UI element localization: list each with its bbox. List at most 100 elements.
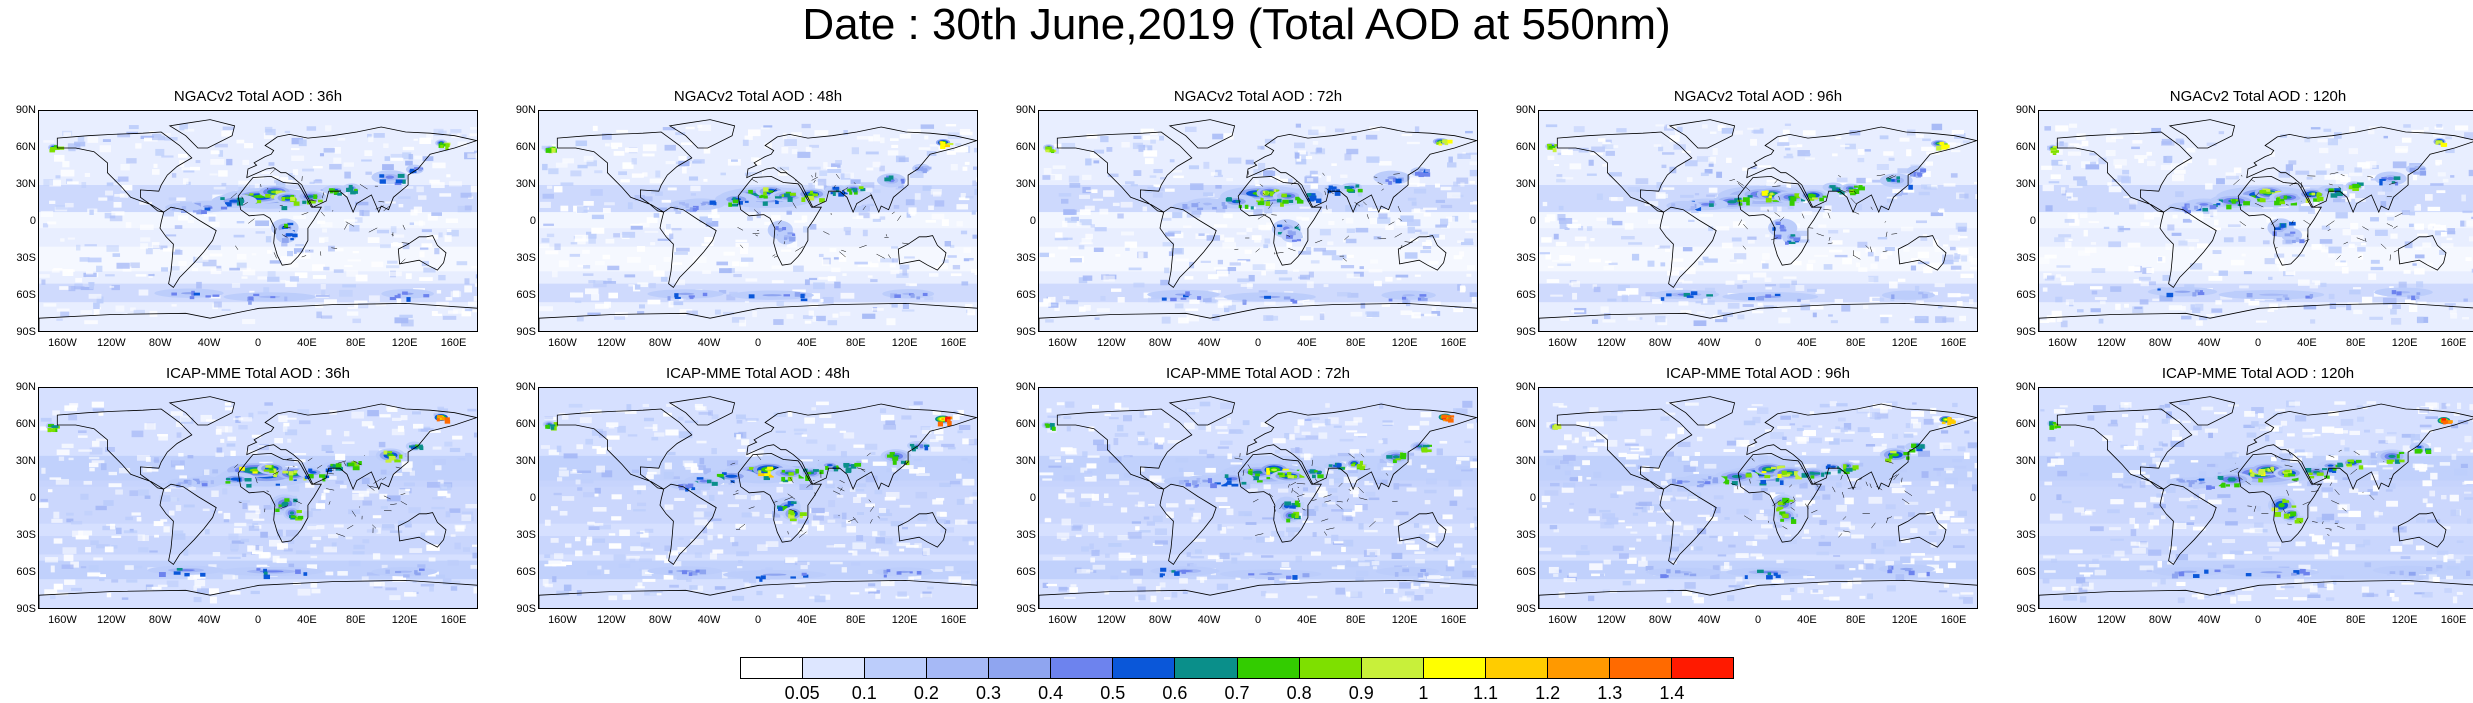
- aod-cell: [1307, 178, 1313, 182]
- aod-cell: [383, 143, 388, 148]
- aod-cell: [1424, 213, 1431, 217]
- aod-cell: [1228, 158, 1241, 164]
- aod-cell: [900, 265, 910, 270]
- aod-cell: [871, 452, 875, 455]
- aod-cell: [1111, 288, 1121, 291]
- aod-cell: [576, 444, 583, 449]
- aod-cell: [933, 192, 941, 197]
- aod-cell: [461, 193, 472, 198]
- aod-pixel: [910, 444, 914, 446]
- aod-pixel: [1709, 201, 1714, 204]
- aod-cell: [220, 439, 224, 443]
- aod-cell: [1039, 302, 1050, 306]
- aod-cell: [256, 231, 265, 233]
- aod-pixel: [284, 297, 287, 302]
- aod-cell: [1545, 217, 1550, 222]
- aod-cell: [2357, 247, 2365, 252]
- aod-pixel: [1797, 299, 1801, 302]
- aod-cell: [1340, 175, 1347, 178]
- aod-pixel: [2416, 292, 2420, 295]
- aod-pixel: [390, 297, 396, 300]
- aod-cell: [321, 284, 326, 289]
- aod-cell: [915, 524, 926, 526]
- aod-pixel: [1790, 201, 1795, 206]
- aod-pixel: [2352, 184, 2359, 188]
- aod-cell: [475, 283, 478, 287]
- aod-pixel: [545, 425, 550, 429]
- aod-hotspot: [941, 418, 945, 420]
- aod-cell: [856, 535, 863, 541]
- aod-cell: [107, 182, 114, 186]
- aod-cell: [647, 217, 658, 223]
- aod-cell: [414, 156, 422, 160]
- aod-cell: [369, 295, 380, 302]
- aod-cell: [1546, 124, 1557, 127]
- aod-cell: [786, 314, 793, 319]
- aod-cell: [1901, 227, 1913, 232]
- aod-pixel: [756, 576, 761, 578]
- aod-cell: [41, 211, 54, 217]
- aod-cell: [1414, 595, 1423, 600]
- aod-cell: [1061, 199, 1068, 204]
- aod-cell: [1372, 561, 1380, 565]
- aod-cell: [962, 580, 971, 586]
- aod-cell: [129, 490, 138, 496]
- aod-cell: [855, 206, 866, 212]
- aod-pixel: [2051, 151, 2057, 153]
- aod-cell: [1814, 255, 1828, 257]
- aod-cell: [764, 222, 770, 225]
- aod-pixel: [832, 187, 839, 190]
- aod-cell: [1063, 467, 1072, 470]
- aod-cell: [1791, 281, 1797, 285]
- aod-cell: [617, 426, 625, 433]
- aod-cell: [1448, 157, 1452, 163]
- aod-cell: [1729, 259, 1743, 263]
- aod-cell: [2429, 224, 2435, 227]
- aod-cell: [1921, 147, 1935, 151]
- aod-pixel: [2290, 232, 2295, 234]
- longitude-label: 160E: [1432, 337, 1476, 349]
- aod-cell: [2158, 257, 2162, 261]
- aod-cell: [1150, 139, 1156, 144]
- aod-cell: [827, 444, 836, 450]
- aod-pixel: [406, 297, 410, 302]
- aod-cell: [876, 548, 881, 552]
- aod-cell: [224, 519, 229, 522]
- aod-cell: [429, 557, 436, 561]
- latitude-label: 90S: [2, 326, 36, 338]
- aod-cell: [577, 471, 591, 474]
- aod-cell: [1662, 226, 1669, 228]
- aod-cell: [184, 129, 194, 132]
- aod-cell: [1425, 500, 1431, 504]
- aod-pixel: [190, 296, 195, 299]
- aod-cell: [626, 404, 631, 411]
- aod-cell: [1716, 172, 1722, 178]
- longitude-label: 80W: [138, 337, 182, 349]
- aod-cell: [1662, 165, 1667, 168]
- aod-cell: [353, 551, 365, 554]
- aod-cell: [168, 498, 179, 501]
- aod-cell: [305, 483, 314, 488]
- aod-cell: [924, 136, 928, 140]
- aod-pixel: [308, 469, 312, 473]
- aod-cell: [137, 517, 142, 521]
- aod-cell: [131, 512, 140, 515]
- aod-cell: [1325, 403, 1330, 407]
- aod-cell: [2244, 299, 2250, 303]
- aod-cell: [819, 254, 824, 257]
- latitude-label: 90N: [2002, 104, 2036, 116]
- aod-cell: [135, 143, 141, 148]
- aod-cell: [264, 402, 273, 405]
- aod-cell: [153, 164, 157, 168]
- aod-cell: [1302, 432, 1311, 435]
- aod-cell: [1095, 317, 1100, 319]
- aod-cell: [1762, 263, 1769, 268]
- aod-cell: [1104, 493, 1109, 498]
- aod-cell: [1778, 318, 1790, 324]
- aod-cell: [208, 245, 221, 250]
- aod-cell: [1632, 254, 1639, 261]
- aod-hotspot: [259, 296, 280, 298]
- aod-cell: [1366, 135, 1377, 140]
- aod-pixel: [286, 233, 293, 236]
- aod-cell: [2322, 226, 2330, 230]
